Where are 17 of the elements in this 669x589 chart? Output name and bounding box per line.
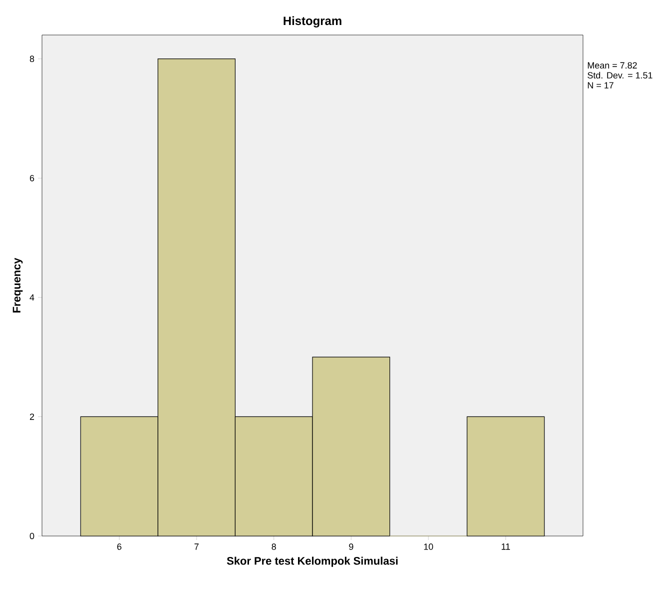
y-tick-label: 0 (30, 532, 34, 540)
y-tick-label: 4 (30, 294, 34, 301)
text: N = 17 (588, 82, 614, 88)
text: Mean = 7.82 (588, 62, 637, 69)
x-tick-label: 10 (424, 544, 434, 550)
y-tick-label: 2 (30, 414, 34, 420)
x-tick-label: 8 (272, 544, 276, 550)
x-axis-title: Skor Pre test Kelompok Simulasi (226, 556, 398, 567)
x-tick-label: 9 (349, 544, 354, 550)
x-tick-label: 6 (117, 544, 122, 550)
x-tick-label: 7 (194, 544, 199, 550)
chart-title: Histogram (284, 16, 342, 28)
y-tick-label: 6 (30, 174, 34, 182)
y-axis-title: Frequency (12, 258, 23, 312)
x-tick-label: 11 (502, 544, 510, 550)
y-tick-label: 8 (30, 56, 34, 62)
text: Std. Dev. = 1.51 (588, 72, 652, 79)
